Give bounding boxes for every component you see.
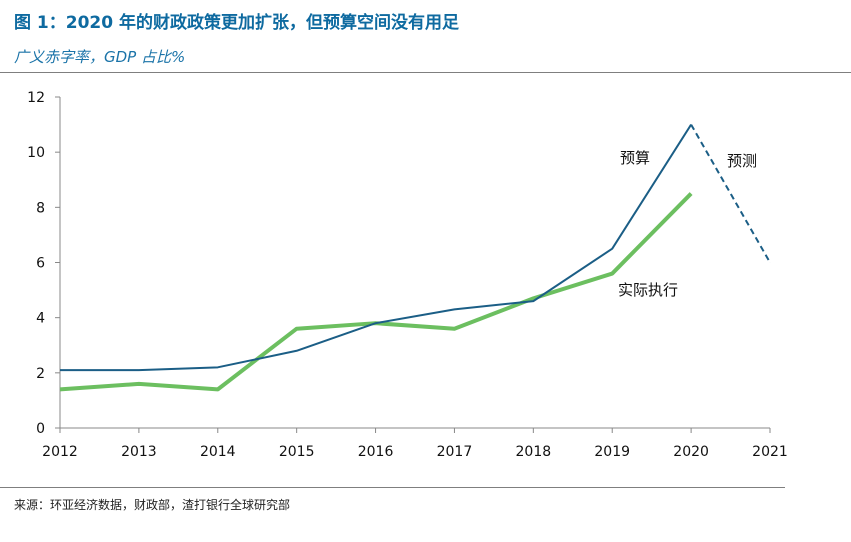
x-tick-label: 2016 xyxy=(358,444,394,460)
x-tick-label: 2015 xyxy=(279,444,315,460)
series-line-2 xyxy=(690,124,771,263)
header-divider xyxy=(0,72,851,73)
series-line-1 xyxy=(59,192,693,392)
line-chart: 0 2 4 6 8 10 12 2012 2013 2014 2015 2016 2017 2018 201… xyxy=(27,90,788,460)
y-tick-label: 4 xyxy=(36,311,45,327)
x-tick-label: 2018 xyxy=(516,444,552,460)
y-tick-label: 8 xyxy=(36,200,45,216)
y-tick-label: 6 xyxy=(36,256,45,272)
chart-subtitle: 广义赤字率，GDP 占比% xyxy=(14,48,186,66)
x-tick-label: 2014 xyxy=(200,444,236,460)
x-tick-label: 2019 xyxy=(594,444,630,460)
chart-title: 图 1：2020 年的财政政策更加扩张，但预算空间没有用足 xyxy=(14,13,459,33)
x-tick-label: 2013 xyxy=(121,444,157,460)
series-label: 实际执行 xyxy=(618,281,678,299)
footer-divider xyxy=(0,487,785,488)
y-tick-label: 2 xyxy=(36,366,45,382)
y-tick-label: 0 xyxy=(36,421,45,437)
series-label: 预算 xyxy=(620,149,650,167)
chart-series xyxy=(59,124,771,392)
x-tick-label: 2012 xyxy=(42,444,78,460)
x-tick-label: 2020 xyxy=(673,444,709,460)
source-note: 来源：环亚经济数据，财政部，渣打银行全球研究部 xyxy=(14,498,291,512)
x-tick-label: 2017 xyxy=(437,444,473,460)
x-tick-label: 2021 xyxy=(752,444,788,460)
series-line-0 xyxy=(60,124,692,372)
y-tick-label: 12 xyxy=(27,90,45,106)
chart-axes: 0 2 4 6 8 10 12 2012 2013 2014 2015 2016 2017 2018 201… xyxy=(27,90,788,460)
series-label: 预测 xyxy=(727,152,757,170)
y-tick-label: 10 xyxy=(27,145,45,161)
